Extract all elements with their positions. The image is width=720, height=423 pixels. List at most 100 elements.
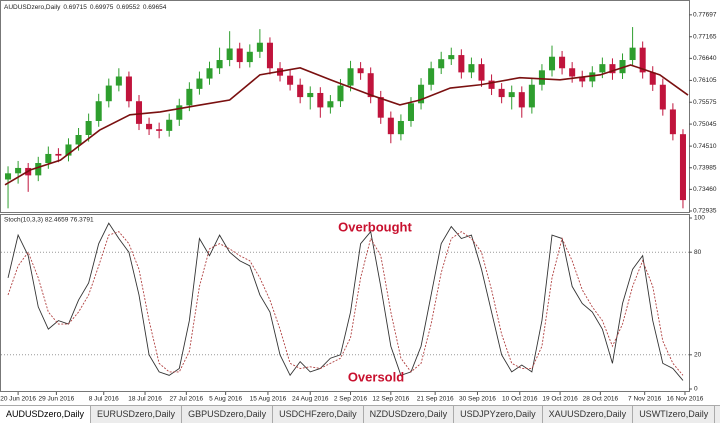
y-tick-label: 0	[694, 386, 698, 393]
candle-body	[579, 76, 586, 82]
symbol-tab[interactable]: USWTIzero,Daily	[633, 406, 716, 423]
x-tick-label: 5 Aug 2016	[209, 396, 242, 403]
x-tick-label: 30 Sep 2016	[459, 396, 496, 403]
candle-body	[599, 64, 606, 73]
y-tick-label: 20	[694, 352, 702, 359]
candle-body	[317, 92, 324, 108]
y-tick-label: 80	[694, 249, 702, 256]
y-tick-label: 0.72935	[693, 208, 717, 215]
x-tick-label: 19 Oct 2016	[542, 396, 578, 403]
candle-body	[266, 42, 273, 69]
y-tick-label: 100	[694, 215, 705, 222]
candle-body	[357, 68, 364, 74]
x-tick-label: 29 Jun 2016	[38, 396, 74, 403]
candle-body	[166, 119, 173, 131]
candle-body	[176, 105, 183, 120]
candle-body	[498, 88, 505, 98]
candle-body	[297, 84, 304, 98]
x-tick-label: 21 Sep 2016	[417, 396, 454, 403]
candle-body	[45, 153, 52, 164]
candle-body	[428, 68, 435, 85]
candle-body	[619, 60, 626, 74]
candle-body	[347, 68, 354, 86]
x-tick-label: 2 Sep 2016	[334, 396, 368, 403]
x-tick-label: 18 Jul 2016	[128, 396, 162, 403]
candle-body	[307, 92, 314, 98]
moving-average	[4, 64, 689, 186]
candle-body	[508, 92, 515, 98]
x-tick-label: 7 Nov 2016	[628, 396, 662, 403]
annotation: Oversold	[348, 369, 404, 384]
symbol-tab[interactable]: XAUUSDzero,Daily	[543, 406, 634, 423]
candle-body	[538, 70, 545, 85]
x-tick-label: 15 Aug 2016	[250, 396, 287, 403]
candle-body	[287, 75, 294, 85]
price-panel	[0, 0, 690, 213]
x-tick-label: 20 Jun 2016	[0, 396, 36, 403]
symbol-tab[interactable]: AUDUSDzero,Daily	[0, 406, 92, 423]
candle-body	[377, 97, 384, 118]
candle-body	[337, 85, 344, 102]
candle-body	[609, 64, 616, 74]
candle-body	[468, 64, 475, 73]
ohlc-value: 0.69654	[143, 4, 167, 11]
candle-body	[418, 84, 425, 104]
candle-body	[196, 78, 203, 89]
candle-body	[569, 68, 576, 77]
x-tick-label: 27 Jul 2016	[170, 396, 204, 403]
candle-body	[35, 163, 42, 176]
candle-body	[488, 80, 495, 89]
stoch-line	[7, 222, 684, 381]
symbol-tab[interactable]: EURUSDzero,Daily	[91, 406, 183, 423]
annotation: Overbought	[338, 219, 412, 234]
candle-body	[216, 60, 223, 69]
x-tick-label: 8 Jul 2016	[89, 396, 119, 403]
x-tick-label: 12 Sep 2016	[372, 396, 409, 403]
candle-body	[95, 101, 102, 121]
tab-bar: AUDUSDzero,Daily EURUSDzero,Daily GBPUSDze…	[0, 405, 720, 423]
candle-body	[639, 47, 646, 73]
candle-body	[458, 55, 465, 73]
y-tick-label: 0.77697	[693, 12, 717, 19]
candle-body	[186, 88, 193, 106]
candle-body	[548, 56, 556, 71]
candle-body	[589, 72, 596, 82]
candle-body	[85, 120, 92, 135]
candle-body	[528, 84, 535, 108]
candle-body	[518, 92, 525, 108]
stoch-panel	[0, 214, 690, 392]
candle-body	[448, 55, 455, 60]
candle-body	[478, 64, 485, 81]
candle-body	[75, 134, 82, 145]
ohlc-value: 0.69552	[116, 4, 140, 11]
candle-body	[438, 59, 445, 69]
candle-body	[387, 117, 394, 135]
candle-body	[156, 129, 163, 131]
x-tick-label: 16 Nov 2016	[667, 396, 704, 403]
symbol-tab[interactable]: GBPUSDzero,Daily	[182, 406, 274, 423]
x-tick-label: 24 Aug 2016	[292, 396, 329, 403]
candle-body	[55, 153, 62, 156]
symbol-tab[interactable]: USDJPYzero,Daily	[454, 406, 543, 423]
x-tick-label: 28 Oct 2016	[583, 396, 619, 403]
y-tick-label: 0.76640	[693, 55, 717, 62]
candle-body	[327, 101, 334, 108]
symbol-tab[interactable]: BTCUSD,Daily	[715, 406, 720, 423]
candle-body	[236, 48, 243, 63]
candle-body	[629, 47, 636, 61]
y-tick-label: 0.75575	[693, 99, 717, 106]
candle-body	[659, 84, 666, 110]
y-tick-label: 0.74510	[693, 143, 717, 150]
candle-body	[146, 123, 153, 130]
symbol-tab[interactable]: USDCHFzero,Daily	[273, 406, 364, 423]
ohlc-value: 0.69975	[90, 4, 114, 11]
symbol-tab[interactable]: NZDUSDzero,Daily	[364, 406, 455, 423]
ohlc-value: 0.69715	[63, 4, 87, 11]
x-tick-label: 10 Oct 2016	[502, 396, 538, 403]
candle-body	[15, 167, 22, 174]
y-tick-label: 0.73985	[693, 164, 717, 171]
y-tick-label: 0.76105	[693, 77, 717, 84]
candle-body	[256, 42, 263, 52]
candle-body	[65, 144, 72, 156]
indicator-title: Stoch(10,3,3) 82.4659 76.3791	[4, 217, 94, 224]
